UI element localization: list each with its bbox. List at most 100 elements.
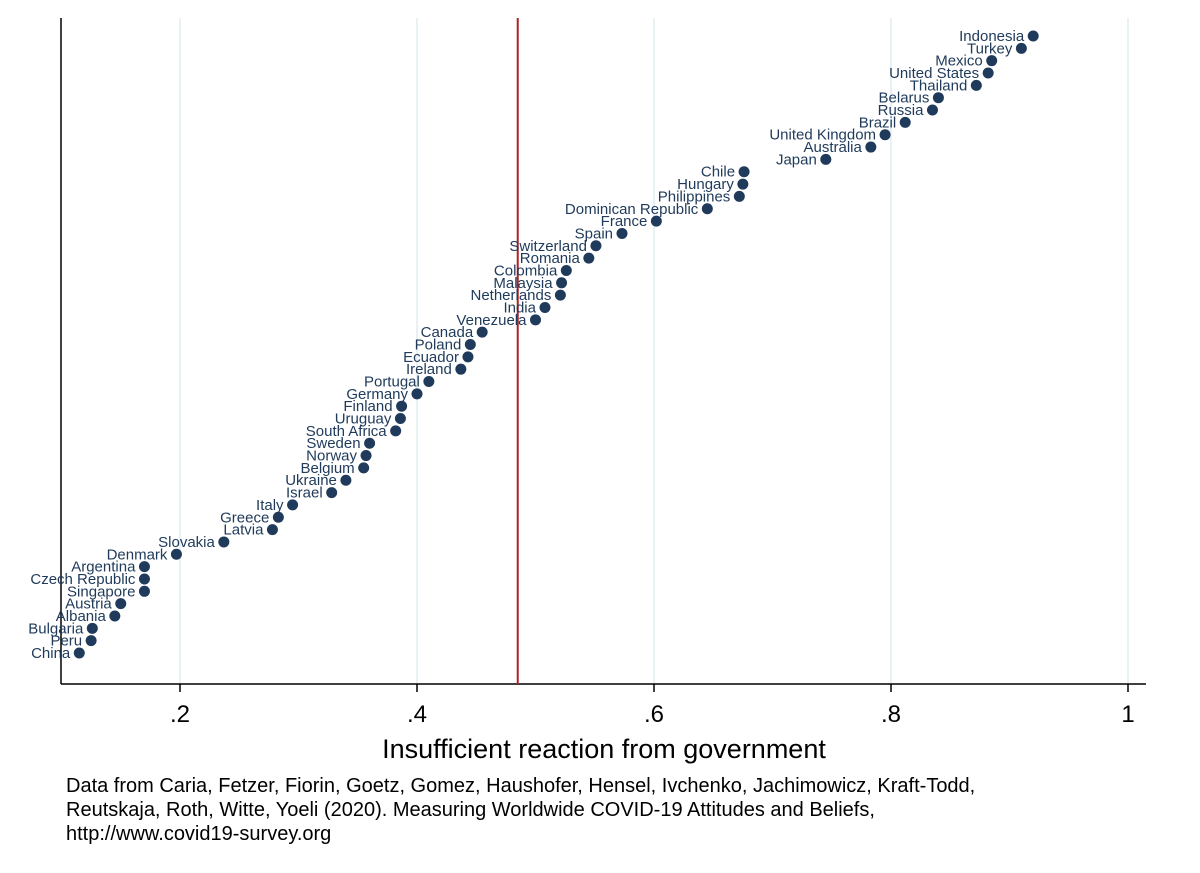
point-label: Greece bbox=[220, 509, 269, 526]
point-label: Uruguay bbox=[335, 411, 392, 428]
data-point bbox=[970, 79, 982, 91]
data-point bbox=[455, 363, 467, 375]
point-label: Japan bbox=[776, 151, 817, 168]
x-axis-ticks: .2 .4 .6 .8 1 bbox=[170, 684, 1135, 728]
data-point bbox=[530, 314, 541, 326]
point-label: Hungary bbox=[677, 176, 734, 193]
data-point bbox=[462, 351, 474, 363]
point-label: Venezuela bbox=[456, 312, 527, 329]
x-tick-label: .8 bbox=[881, 701, 901, 728]
point-label: Russia bbox=[878, 102, 925, 119]
data-point bbox=[464, 339, 476, 350]
data-point bbox=[170, 548, 182, 560]
point-label: Indonesia bbox=[959, 28, 1025, 45]
data-point bbox=[554, 289, 566, 301]
point-label: Latvia bbox=[223, 522, 264, 539]
data-point bbox=[287, 499, 299, 511]
data-point bbox=[476, 326, 488, 338]
data-point bbox=[560, 264, 572, 276]
x-tick-label: 1 bbox=[1121, 701, 1134, 728]
data-point bbox=[115, 598, 127, 610]
data-point bbox=[590, 240, 602, 252]
point-label: Austria bbox=[65, 596, 112, 613]
point-label: Bulgaria bbox=[28, 620, 84, 637]
data-point bbox=[982, 67, 994, 79]
data-point bbox=[86, 622, 98, 634]
data-point bbox=[109, 610, 121, 622]
grid-lines bbox=[179, 18, 1129, 684]
data-source-line-2: Reutskaja, Roth, Witte, Yoeli (2020). Me… bbox=[66, 799, 875, 821]
data-point bbox=[73, 647, 85, 659]
point-label: Malaysia bbox=[493, 275, 553, 292]
point-label: Chile bbox=[701, 164, 735, 181]
point-label: Italy bbox=[256, 497, 284, 514]
data-point bbox=[360, 450, 372, 462]
data-point bbox=[556, 277, 568, 289]
data-point bbox=[733, 190, 745, 202]
data-point bbox=[701, 203, 713, 215]
data-point bbox=[326, 487, 338, 499]
data-point bbox=[390, 425, 402, 437]
point-label: Mexico bbox=[935, 53, 983, 70]
point-label: Turkey bbox=[967, 40, 1013, 57]
data-point bbox=[879, 129, 891, 141]
point-label: Peru bbox=[50, 633, 82, 650]
point-label: Romania bbox=[520, 250, 581, 267]
point-label: United Kingdom bbox=[769, 127, 876, 144]
data-point bbox=[926, 104, 938, 116]
point-label: Poland bbox=[415, 337, 462, 354]
x-tick-label: .6 bbox=[644, 701, 664, 728]
point-label: Singapore bbox=[67, 583, 135, 600]
data-point bbox=[218, 536, 230, 548]
x-tick-label: .4 bbox=[407, 701, 427, 728]
x-tick-label: .2 bbox=[170, 701, 190, 728]
point-label: Spain bbox=[575, 225, 613, 242]
data-point bbox=[138, 561, 150, 573]
point-label: Ukraine bbox=[285, 472, 337, 489]
point-label: Belgium bbox=[300, 460, 354, 477]
point-label: Sweden bbox=[306, 435, 360, 452]
data-point bbox=[411, 388, 423, 400]
point-label: Ireland bbox=[406, 361, 452, 378]
point-label: Norway bbox=[306, 448, 357, 465]
data-point bbox=[986, 55, 998, 67]
data-point bbox=[138, 573, 150, 585]
data-point bbox=[423, 376, 435, 388]
data-point bbox=[272, 511, 284, 523]
data-point bbox=[650, 215, 662, 227]
point-label: Finland bbox=[343, 398, 392, 415]
data-point bbox=[738, 166, 750, 178]
point-label: Netherlands bbox=[470, 287, 551, 304]
point-label: Portugal bbox=[364, 374, 420, 391]
point-label: Dominican Republic bbox=[565, 201, 699, 218]
data-point bbox=[932, 92, 944, 104]
point-label: Slovakia bbox=[158, 534, 215, 551]
x-axis-title: Insufficient reaction from government bbox=[382, 734, 826, 764]
point-label: Czech Republic bbox=[30, 571, 136, 588]
data-point bbox=[340, 474, 352, 486]
point-label: Argentina bbox=[71, 559, 136, 576]
point-label: Israel bbox=[286, 485, 323, 502]
data-point bbox=[394, 413, 406, 425]
data-source-note: Data from Caria, Fetzer, Fiorin, Goetz, … bbox=[66, 774, 1186, 846]
data-point bbox=[85, 635, 97, 647]
point-label: France bbox=[601, 213, 648, 230]
point-label: Belarus bbox=[879, 90, 930, 107]
data-source-line-3: http://www.covid19-survey.org bbox=[66, 823, 332, 845]
point-label: Denmark bbox=[107, 546, 168, 563]
data-point bbox=[583, 252, 595, 264]
data-point bbox=[616, 227, 628, 239]
data-point bbox=[364, 437, 376, 449]
data-point bbox=[266, 524, 278, 536]
point-label: Australia bbox=[803, 139, 862, 156]
point-label: United States bbox=[889, 65, 979, 82]
data-point bbox=[539, 301, 551, 313]
point-label: India bbox=[503, 299, 536, 316]
point-label: Thailand bbox=[910, 77, 968, 94]
data-point bbox=[820, 153, 832, 165]
data-point bbox=[899, 116, 911, 128]
point-label: Brazil bbox=[859, 114, 897, 131]
data-point bbox=[396, 400, 408, 412]
